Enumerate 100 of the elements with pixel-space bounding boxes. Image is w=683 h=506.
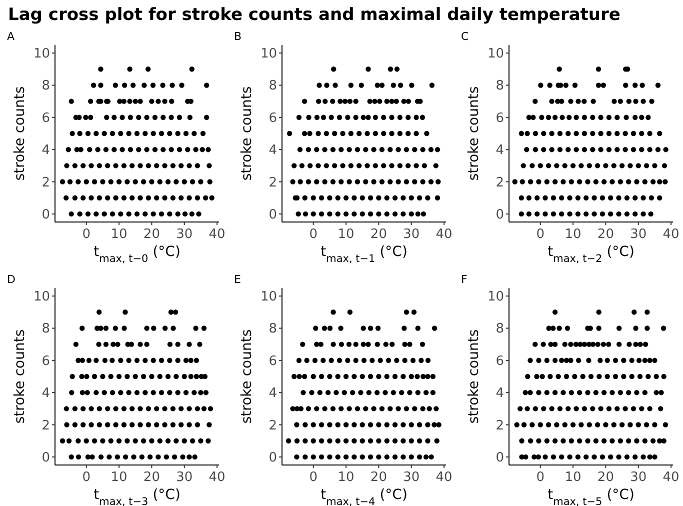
point: [120, 146, 125, 152]
point: [322, 98, 328, 104]
point: [318, 342, 324, 347]
point: [621, 358, 626, 364]
point: [412, 179, 418, 184]
point: [518, 195, 524, 200]
point: [322, 406, 328, 412]
point: [368, 326, 374, 331]
point: [406, 130, 411, 136]
point: [318, 211, 324, 217]
point: [167, 130, 172, 136]
point: [384, 195, 390, 200]
x-tick-label: 20: [597, 227, 614, 242]
point: [639, 406, 644, 412]
point: [532, 130, 538, 136]
point: [590, 406, 596, 412]
y-tick-label: 4: [496, 143, 504, 158]
point: [392, 438, 398, 444]
point: [412, 406, 418, 412]
point: [637, 374, 643, 380]
point: [296, 114, 302, 120]
point: [600, 82, 606, 88]
point: [327, 438, 332, 444]
point: [374, 342, 380, 347]
point: [182, 211, 188, 217]
point: [186, 195, 192, 200]
point: [644, 310, 650, 315]
point: [376, 211, 382, 217]
point: [94, 390, 99, 396]
point: [360, 326, 366, 331]
point: [572, 374, 578, 380]
point: [324, 163, 330, 168]
point: [415, 211, 421, 217]
point: [420, 342, 426, 347]
point: [366, 114, 371, 120]
point: [291, 374, 297, 380]
x-tick-label: 40: [208, 470, 226, 485]
point: [352, 438, 357, 444]
point: [343, 195, 349, 200]
x-tick-label: 40: [662, 227, 680, 242]
point: [541, 406, 546, 412]
point: [616, 342, 622, 347]
point: [204, 114, 210, 120]
point: [556, 374, 561, 380]
point: [121, 406, 127, 412]
point: [69, 390, 74, 396]
point: [544, 438, 550, 444]
point: [296, 211, 301, 217]
y-tick-label: 0: [42, 207, 50, 222]
y-tick-label: 2: [268, 418, 277, 434]
point: [165, 179, 171, 184]
point: [296, 374, 302, 380]
x-axis-title: t$_{max, t−2}$ (°C): [548, 244, 634, 265]
x-tick-label: 10: [110, 227, 128, 242]
y-tick-label: 8: [268, 78, 277, 94]
point: [552, 114, 558, 120]
point: [383, 342, 388, 347]
point: [307, 163, 313, 168]
point: [415, 326, 421, 331]
point: [562, 422, 568, 428]
point: [149, 98, 154, 104]
y-tick-label: 6: [42, 354, 50, 369]
point: [150, 358, 156, 364]
point: [582, 98, 587, 104]
point: [610, 179, 615, 184]
point: [127, 66, 132, 72]
point: [335, 438, 340, 444]
point: [105, 163, 110, 168]
y-tick-label: 10: [487, 290, 504, 305]
point: [121, 422, 127, 428]
point: [389, 98, 394, 104]
y-tick-label: 6: [496, 110, 504, 126]
point: [76, 179, 81, 184]
point: [549, 130, 554, 136]
point: [126, 130, 132, 136]
y-tick-label: 2: [496, 175, 504, 190]
point: [76, 438, 81, 444]
point: [612, 374, 618, 380]
point: [396, 406, 401, 412]
point: [647, 454, 652, 460]
point: [634, 179, 640, 184]
point: [647, 130, 652, 136]
y-tick-label: 2: [496, 418, 504, 434]
x-axis-title: t$_{max, t−3}$ (°C): [94, 487, 180, 506]
point: [646, 374, 651, 380]
point: [568, 438, 574, 444]
point: [360, 454, 365, 460]
point: [187, 114, 193, 120]
point: [193, 326, 198, 331]
point: [297, 146, 303, 152]
point: [564, 326, 570, 331]
point: [175, 211, 180, 217]
point: [330, 179, 336, 184]
point: [562, 163, 568, 168]
point: [194, 406, 200, 412]
point: [532, 146, 538, 152]
point: [84, 374, 90, 380]
point: [366, 66, 371, 72]
point: [310, 374, 316, 380]
point: [201, 326, 207, 331]
